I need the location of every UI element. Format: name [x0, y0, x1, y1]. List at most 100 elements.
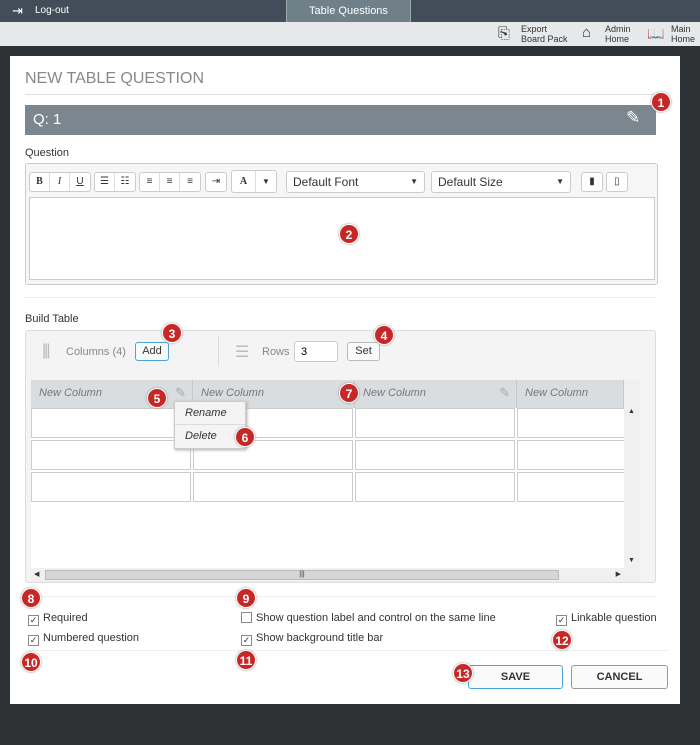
annotation-badge: 5 [147, 388, 167, 408]
column-title: New Column [363, 387, 426, 399]
size-select[interactable]: Default Size ▼ [431, 171, 571, 193]
checkbox-checked-icon[interactable]: ✓ [241, 635, 252, 646]
menu-item-rename[interactable]: Rename [175, 402, 245, 425]
build-table-label: Build Table [25, 313, 79, 325]
tab-table-questions[interactable]: Table Questions [286, 0, 411, 22]
table-cell[interactable] [193, 440, 353, 470]
font-color-button[interactable]: A [232, 171, 256, 192]
scroll-right-icon[interactable]: ▶ [615, 571, 621, 578]
pencil-icon[interactable]: ✎ [175, 385, 186, 400]
export-icon[interactable]: ⎘ [498, 25, 511, 42]
nav-label: Main [671, 24, 691, 34]
paste-text-icon[interactable]: ▯ [614, 176, 620, 187]
column-header[interactable]: New Column [517, 380, 624, 408]
menu-item-delete[interactable]: Delete [185, 430, 217, 442]
bullet-list-icon[interactable]: ☰ [95, 173, 115, 191]
pencil-icon[interactable]: ✎ [626, 108, 641, 127]
paste-group: ▮ [581, 172, 603, 192]
table-cell[interactable] [355, 472, 515, 502]
font-value: Default Font [293, 175, 359, 189]
font-color-group: A ▼ [231, 170, 277, 193]
table-cell[interactable] [193, 472, 353, 502]
table-cell[interactable] [31, 408, 191, 438]
vertical-scrollbar[interactable]: ▲ ▼ [624, 380, 640, 568]
checkbox-unchecked-icon[interactable] [241, 612, 252, 623]
rows-input[interactable] [294, 341, 338, 362]
option-label: Numbered question [43, 632, 140, 644]
column-header[interactable]: New Column ✎ [355, 380, 517, 408]
home-icon[interactable]: ⌂ [582, 24, 592, 41]
indent-icon[interactable]: ⇥ [211, 176, 221, 187]
align-group: ≡ ≡ ≡ [139, 172, 201, 192]
save-button[interactable]: SAVE [468, 665, 563, 689]
nav-label: Board Pack [521, 34, 568, 44]
required-checkbox[interactable]: ✓ Required [28, 612, 88, 626]
size-value: Default Size [438, 175, 503, 189]
scroll-thumb[interactable]: ||| [45, 570, 559, 580]
set-rows-button[interactable]: Set [347, 342, 380, 361]
numbered-question-checkbox[interactable]: ✓ Numbered question [28, 632, 139, 646]
question-label: Question [25, 147, 70, 159]
align-left-icon[interactable]: ≡ [140, 173, 160, 191]
annotation-badge: 2 [339, 224, 359, 244]
column-title: New Column [39, 387, 102, 399]
checkbox-checked-icon[interactable]: ✓ [556, 615, 567, 626]
nav-label: Admin [605, 24, 631, 34]
font-select[interactable]: Default Font ▼ [286, 171, 425, 193]
column-header[interactable]: New Column [193, 380, 355, 408]
option-label: Linkable question [571, 612, 657, 624]
underline-button[interactable]: U [76, 176, 84, 187]
table-cell[interactable] [31, 440, 191, 470]
column-header[interactable]: New Column ✎ [31, 380, 193, 408]
chevron-down-icon[interactable]: ▼ [262, 177, 270, 186]
table-cell[interactable] [31, 472, 191, 502]
annotation-badge: 4 [374, 325, 394, 345]
table-cell[interactable] [517, 472, 640, 502]
export-board-pack-link[interactable]: Export Board Pack [521, 24, 568, 44]
annotation-badge: 1 [651, 92, 671, 112]
annotation-badge: 6 [235, 427, 255, 447]
table-cell[interactable] [517, 408, 640, 438]
pencil-icon[interactable]: ✎ [499, 385, 510, 400]
align-right-icon[interactable]: ≡ [187, 176, 193, 187]
table-cell[interactable] [355, 408, 515, 438]
align-center-icon[interactable]: ≡ [160, 173, 180, 191]
columns-icon: ||| [42, 342, 51, 359]
bold-button[interactable]: B [30, 173, 50, 191]
numbered-list-icon[interactable]: ☷ [120, 176, 130, 187]
logout-link[interactable]: Log-out [35, 5, 69, 16]
dialog-title: NEW TABLE QUESTION [25, 70, 204, 87]
annotation-badge: 3 [162, 323, 182, 343]
linkable-question-checkbox[interactable]: ✓ Linkable question [556, 612, 657, 626]
divider [25, 297, 656, 298]
logout-icon[interactable]: ⇥ [12, 3, 23, 18]
nav-label: Home [671, 34, 696, 44]
divider [25, 94, 656, 95]
scroll-left-icon[interactable]: ◀ [34, 571, 40, 578]
book-icon[interactable]: 📖 [647, 25, 665, 41]
admin-home-link[interactable]: Admin Home [605, 24, 631, 44]
checkbox-checked-icon[interactable]: ✓ [28, 615, 39, 626]
indent-group: ⇥ [205, 172, 227, 192]
same-line-checkbox[interactable]: Show question label and control on the s… [241, 612, 496, 624]
nav-bar [0, 22, 700, 46]
rows-label: Rows [262, 346, 290, 358]
scroll-down-icon[interactable]: ▼ [628, 557, 635, 564]
annotation-badge: 10 [21, 652, 41, 672]
table-cell[interactable] [517, 440, 640, 470]
cancel-button[interactable]: CANCEL [571, 665, 668, 689]
annotation-badge: 8 [21, 588, 41, 608]
add-column-button[interactable]: Add [135, 342, 169, 361]
scroll-up-icon[interactable]: ▲ [628, 408, 635, 415]
option-label: Required [43, 612, 88, 624]
rows-icon: ☰ [235, 344, 250, 361]
italic-button[interactable]: I [50, 173, 70, 191]
annotation-badge: 12 [552, 630, 572, 650]
background-title-bar-checkbox[interactable]: ✓ Show background title bar [241, 632, 383, 646]
paste-icon[interactable]: ▮ [589, 176, 595, 187]
checkbox-checked-icon[interactable]: ✓ [28, 635, 39, 646]
table-cell[interactable] [355, 440, 515, 470]
main-home-link[interactable]: Main Home [671, 24, 695, 44]
horizontal-scrollbar[interactable]: ◀ ||| ▶ [31, 568, 640, 582]
